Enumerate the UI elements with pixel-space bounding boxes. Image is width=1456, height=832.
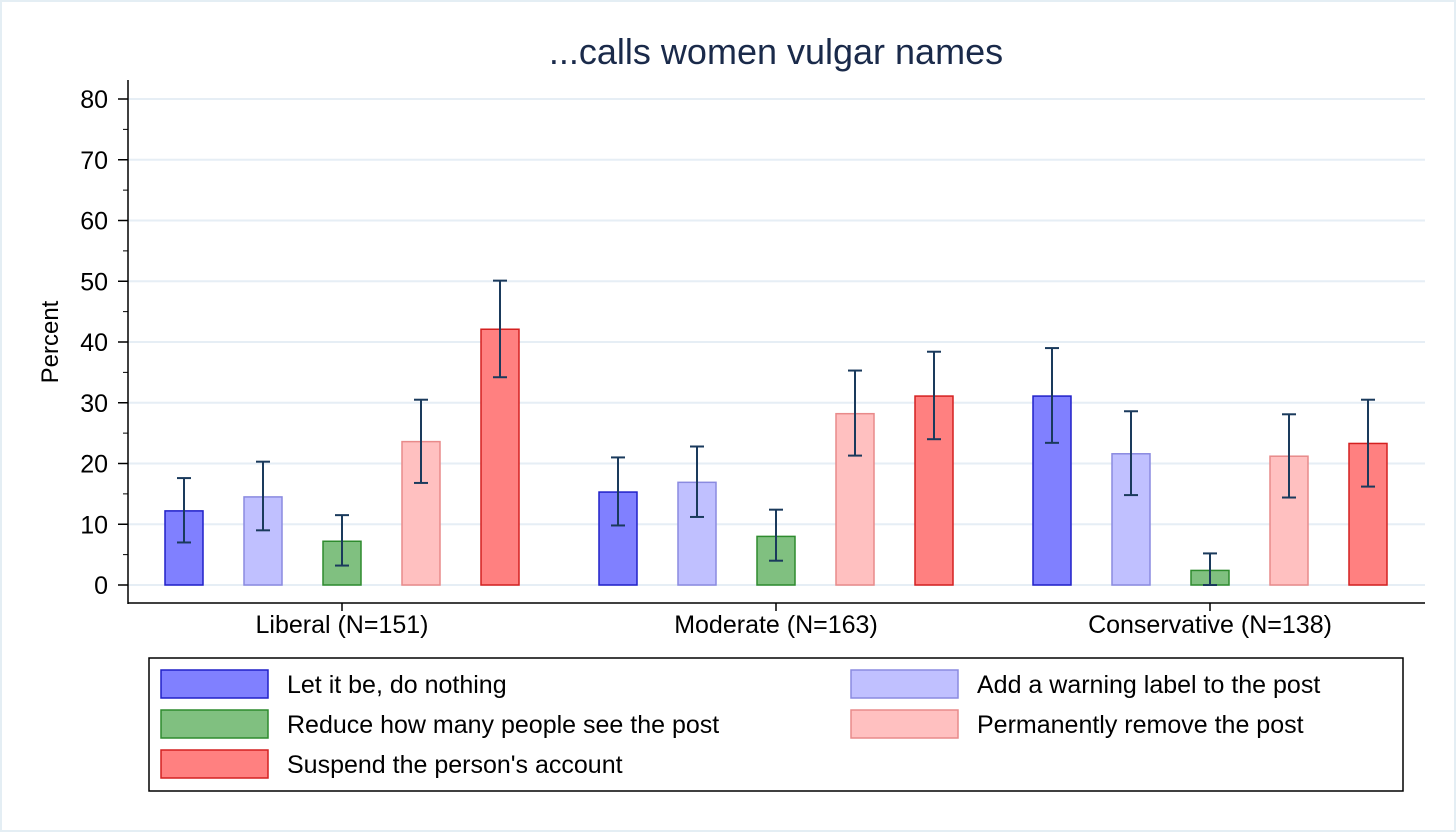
legend: Let it be, do nothing Add a warning label…	[148, 657, 1404, 792]
y-tick-label: 10	[80, 511, 108, 539]
legend-box	[148, 657, 1404, 792]
y-axis: 0 10 20 30 40 50 60 70 80	[80, 80, 129, 604]
legend-label: Permanently remove the post	[977, 711, 1304, 739]
x-tick-label: Moderate (N=163)	[674, 611, 878, 639]
y-tick-label: 70	[80, 147, 108, 175]
y-tick-label: 30	[80, 390, 108, 418]
error-bars	[177, 279, 1375, 586]
x-tick-label: Conservative (N=138)	[1088, 611, 1332, 639]
legend-label: Suspend the person's account	[287, 751, 623, 779]
y-tick-label: 20	[80, 451, 108, 479]
legend-label: Let it be, do nothing	[287, 671, 507, 699]
legend-swatch	[160, 669, 269, 699]
legend-swatch	[850, 709, 959, 739]
y-tick-label: 80	[80, 86, 108, 114]
legend-swatch	[160, 709, 269, 739]
legend-swatch	[160, 749, 269, 779]
legend-swatch	[850, 669, 959, 699]
x-axis: Liberal (N=151) Moderate (N=163) Conservat…	[128, 602, 1425, 639]
y-tick-label: 40	[80, 329, 108, 357]
y-tick-label: 50	[80, 268, 108, 296]
legend-label: Reduce how many people see the post	[287, 711, 719, 739]
legend-label: Add a warning label to the post	[977, 671, 1320, 699]
chart-title: ...calls women vulgar names	[549, 31, 1003, 72]
y-axis-label: Percent	[37, 300, 64, 383]
y-tick-label: 60	[80, 208, 108, 236]
x-tick-label: Liberal (N=151)	[255, 611, 428, 639]
y-tick-label: 0	[94, 572, 108, 600]
